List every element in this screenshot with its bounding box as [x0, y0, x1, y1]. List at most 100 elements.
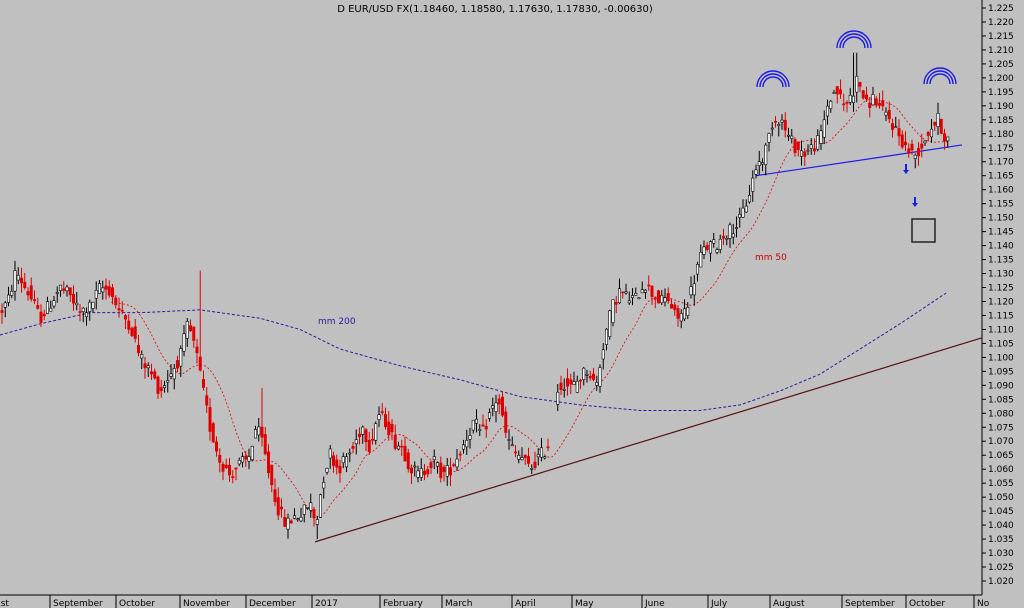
candle-body [780, 119, 784, 123]
candle-body [468, 435, 472, 440]
pattern-arc [929, 73, 951, 85]
pattern-arc [842, 36, 866, 49]
candle-body [325, 467, 329, 473]
ma50-label: mm 50 [755, 253, 787, 263]
candle-body [289, 520, 293, 524]
candle-body [487, 412, 491, 419]
candle-body [682, 308, 686, 320]
candle-body [55, 292, 59, 294]
candle-body [572, 381, 576, 386]
y-tick-label: 1.030 [988, 549, 1014, 559]
y-tick-label: 1.180 [988, 130, 1014, 140]
candle-body [604, 328, 608, 345]
candle-body [91, 301, 95, 309]
candle-body [708, 241, 712, 254]
candle-body [370, 438, 374, 441]
candle-body [507, 439, 511, 441]
candle-body [478, 429, 482, 431]
candle-body [458, 453, 462, 456]
candle-body [764, 144, 768, 165]
x-tick-label: February [383, 599, 424, 608]
candle-body [848, 94, 852, 103]
candle-body [747, 195, 751, 203]
candle-body [221, 464, 225, 472]
candle-body [198, 356, 202, 371]
candle-body [536, 454, 540, 458]
candle-body [192, 326, 196, 341]
candle-body [442, 466, 446, 473]
candle-body [182, 333, 186, 352]
candle-body [432, 456, 436, 461]
candle-body [754, 169, 758, 175]
candle-body [656, 290, 660, 304]
candle-body [26, 291, 30, 296]
candle-body [49, 307, 53, 312]
candle-body [292, 515, 296, 519]
y-tick-label: 1.165 [988, 172, 1014, 182]
candle-body [396, 445, 400, 450]
candle-body [101, 287, 105, 293]
candle-body [299, 516, 303, 522]
candle-body [676, 308, 680, 319]
pattern-arc [839, 33, 869, 49]
candle-body [471, 419, 475, 431]
pattern-arc [762, 76, 784, 88]
candle-body [367, 439, 371, 452]
y-tick-label: 1.060 [988, 465, 1014, 475]
candle-body [806, 149, 810, 152]
candle-body [533, 461, 537, 468]
candle-body [565, 378, 569, 387]
y-tick-label: 1.145 [988, 228, 1014, 238]
candle-body [52, 300, 56, 307]
candle-body [68, 287, 72, 296]
y-tick-label: 1.100 [988, 353, 1014, 363]
candle-body [29, 285, 33, 300]
candle-body [406, 452, 410, 470]
candle-body [666, 293, 670, 302]
candle-body [903, 141, 907, 146]
candle-body [770, 127, 774, 130]
candle-body [228, 464, 232, 476]
candle-body [276, 497, 280, 516]
x-tick-label: July [710, 599, 728, 608]
y-tick-label: 1.080 [988, 409, 1014, 419]
candle-body [734, 227, 738, 229]
candle-body [809, 144, 813, 149]
candle-body [111, 287, 115, 298]
candle-body [916, 148, 920, 157]
y-tick-label: 1.205 [988, 60, 1014, 70]
candle-body [474, 418, 478, 424]
candle-body [819, 130, 823, 144]
y-tick-label: 1.085 [988, 395, 1014, 405]
candle-body [140, 354, 144, 359]
candle-body [0, 310, 4, 313]
candle-body [130, 327, 134, 337]
candle-body [728, 224, 732, 239]
x-tick-label: September [53, 599, 103, 608]
candle-body [582, 367, 586, 380]
candle-body [32, 299, 36, 302]
y-tick-label: 1.160 [988, 186, 1014, 196]
y-tick-label: 1.190 [988, 102, 1014, 112]
y-tick-label: 1.210 [988, 46, 1014, 56]
pattern-arc [756, 70, 790, 88]
candle-body [455, 458, 459, 468]
candle-body [744, 205, 748, 213]
candle-body [595, 382, 599, 386]
candle-body [461, 444, 465, 450]
candle-body [692, 283, 696, 296]
x-tick-label: October [119, 599, 155, 608]
candle-body [884, 111, 888, 116]
y-tick-label: 1.195 [988, 88, 1014, 98]
candle-body [215, 441, 219, 452]
candle-body [351, 446, 355, 449]
candle-body [78, 311, 82, 313]
candle-body [513, 451, 517, 454]
candle-body [195, 346, 199, 354]
candle-body [81, 307, 85, 312]
candle-body [377, 414, 381, 420]
candle-body [777, 124, 781, 126]
y-tick-label: 1.220 [988, 18, 1014, 28]
candle-body [894, 126, 898, 129]
candle-body [910, 143, 914, 151]
